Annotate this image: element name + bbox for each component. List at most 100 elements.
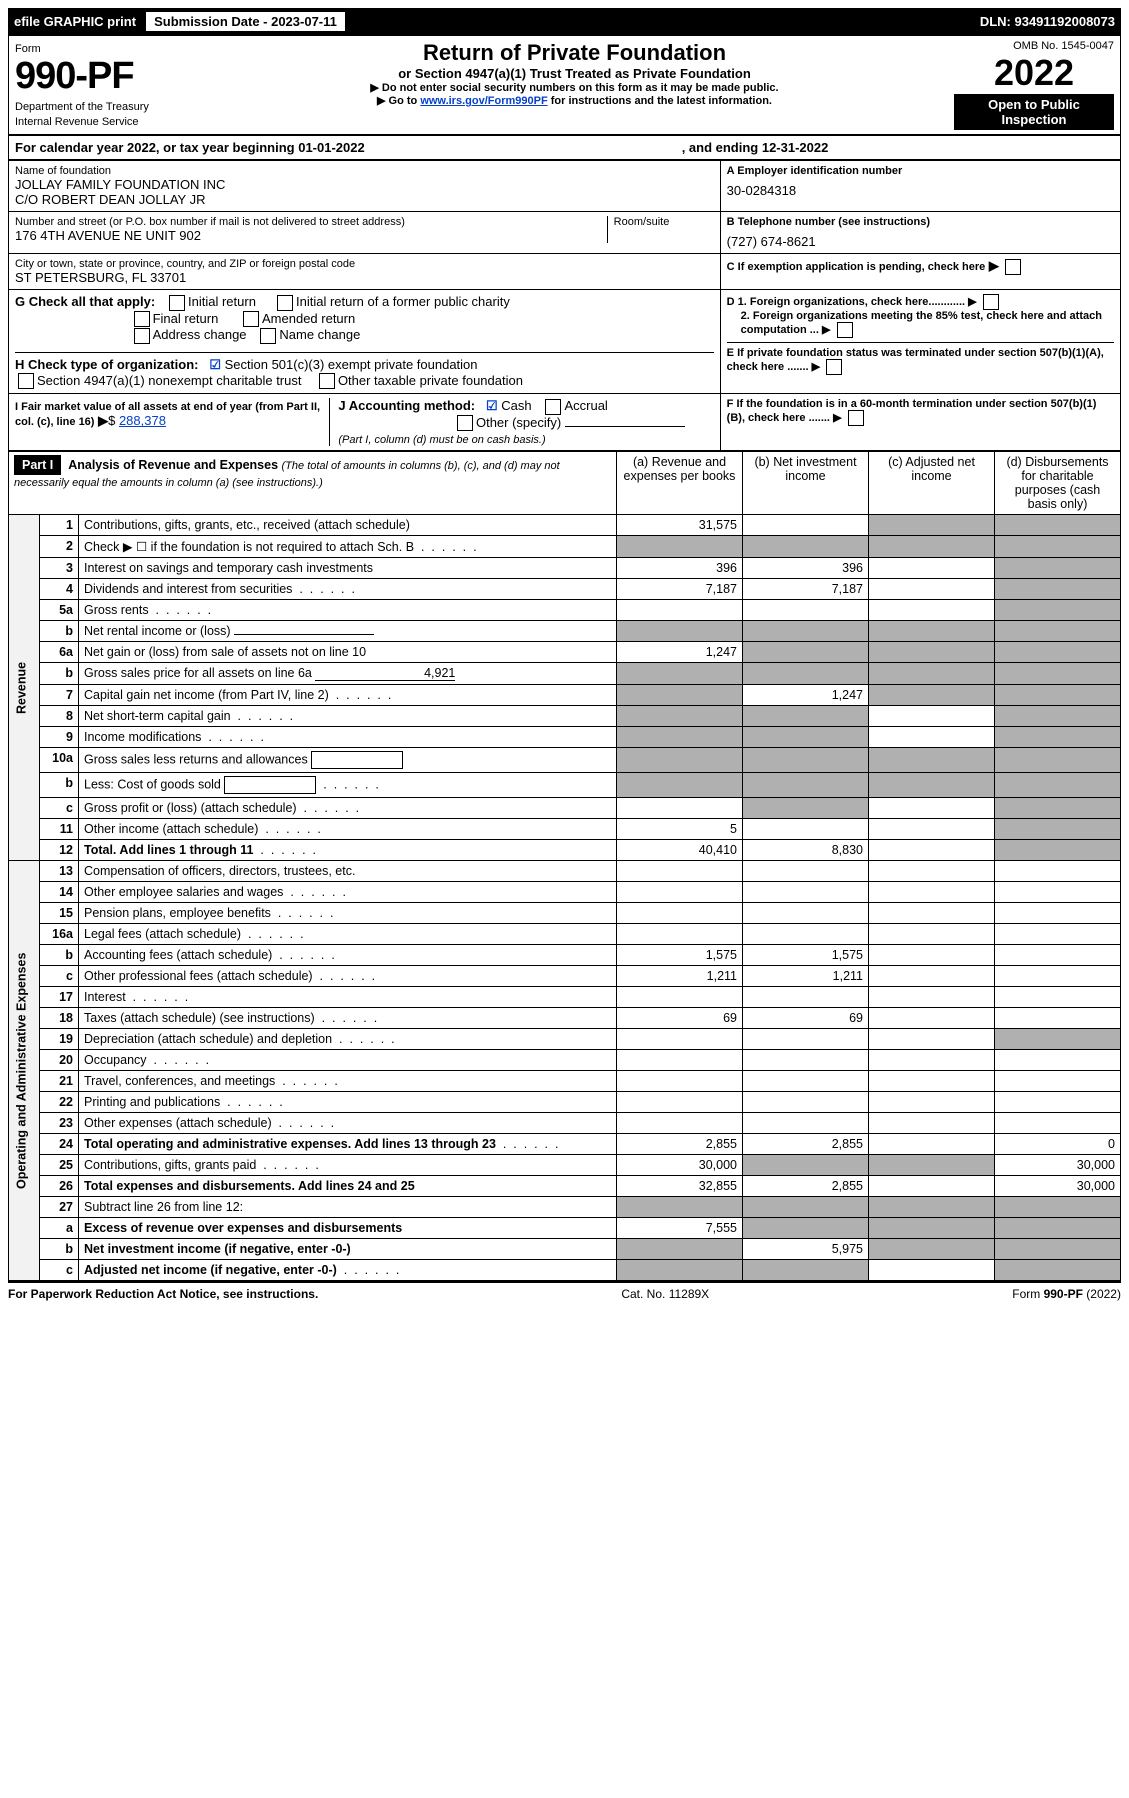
line-label: Capital gain net income (from Part IV, l… bbox=[79, 685, 617, 706]
ein-value: 30-0284318 bbox=[727, 183, 1114, 198]
irs-label: Internal Revenue Service bbox=[15, 116, 139, 128]
col-d-value bbox=[995, 1071, 1121, 1092]
table-row: 18Taxes (attach schedule) (see instructi… bbox=[9, 1008, 1121, 1029]
line-number: b bbox=[40, 773, 79, 798]
g5-check[interactable] bbox=[134, 328, 150, 344]
line-number: 2 bbox=[40, 536, 79, 558]
d-e-cell: D 1. Foreign organizations, check here..… bbox=[720, 290, 1120, 394]
ein-cell: A Employer identification number 30-0284… bbox=[720, 161, 1120, 212]
g2-check[interactable] bbox=[277, 295, 293, 311]
line-number: 20 bbox=[40, 1050, 79, 1071]
i-value-link[interactable]: 288,378 bbox=[119, 413, 166, 428]
line-number: 4 bbox=[40, 579, 79, 600]
col-d-value bbox=[995, 987, 1121, 1008]
col-a-value bbox=[617, 1260, 743, 1281]
g1-check[interactable] bbox=[169, 295, 185, 311]
col-d-value bbox=[995, 748, 1121, 773]
col-b-value bbox=[743, 1197, 869, 1218]
line-number: 8 bbox=[40, 706, 79, 727]
part1-header-cell: Part I Analysis of Revenue and Expenses … bbox=[9, 452, 617, 515]
c-checkbox[interactable] bbox=[1005, 259, 1021, 275]
h-label: H Check type of organization: bbox=[15, 357, 198, 372]
table-row: 25Contributions, gifts, grants paid . . … bbox=[9, 1155, 1121, 1176]
h2-check[interactable] bbox=[18, 373, 34, 389]
col-d-value bbox=[995, 945, 1121, 966]
j-note: (Part I, column (d) must be on cash basi… bbox=[338, 434, 545, 446]
g4-label: Amended return bbox=[262, 311, 355, 326]
col-c-value bbox=[869, 1260, 995, 1281]
col-b-value: 69 bbox=[743, 1008, 869, 1029]
table-row: bAccounting fees (attach schedule) . . .… bbox=[9, 945, 1121, 966]
city-cell: City or town, state or province, country… bbox=[9, 254, 721, 290]
line-number: 10a bbox=[40, 748, 79, 773]
line-number: 27 bbox=[40, 1197, 79, 1218]
year-cell: OMB No. 1545-0047 2022 Open to Public In… bbox=[948, 36, 1121, 135]
col-a-value bbox=[617, 748, 743, 773]
table-row: 27Subtract line 26 from line 12: bbox=[9, 1197, 1121, 1218]
c-label: C If exemption application is pending, c… bbox=[727, 261, 986, 273]
g1-label: Initial return bbox=[188, 294, 256, 309]
form-number: 990-PF bbox=[15, 55, 134, 97]
f-label: F If the foundation is in a 60-month ter… bbox=[727, 398, 1097, 424]
j-accrual-check[interactable] bbox=[545, 399, 561, 415]
j-other-label: Other (specify) bbox=[476, 415, 561, 430]
col-a-value bbox=[617, 727, 743, 748]
table-row: 3Interest on savings and temporary cash … bbox=[9, 558, 1121, 579]
col-a-value: 7,555 bbox=[617, 1218, 743, 1239]
col-c-value bbox=[869, 861, 995, 882]
g6-check[interactable] bbox=[260, 328, 276, 344]
d2-check[interactable] bbox=[837, 322, 853, 338]
line-label: Other professional fees (attach schedule… bbox=[79, 966, 617, 987]
e-check[interactable] bbox=[826, 359, 842, 375]
form-subtitle: or Section 4947(a)(1) Trust Treated as P… bbox=[207, 66, 942, 81]
table-row: 17Interest . . . . . . bbox=[9, 987, 1121, 1008]
col-d-value bbox=[995, 706, 1121, 727]
col-b-value bbox=[743, 663, 869, 685]
room-label: Room/suite bbox=[614, 216, 714, 228]
col-a-value bbox=[617, 536, 743, 558]
line-number: 19 bbox=[40, 1029, 79, 1050]
col-a-value: 40,410 bbox=[617, 840, 743, 861]
col-d-value bbox=[995, 924, 1121, 945]
note-ssn: ▶ Do not enter social security numbers o… bbox=[207, 81, 942, 94]
table-row: 5aGross rents . . . . . . bbox=[9, 600, 1121, 621]
col-c-value bbox=[869, 924, 995, 945]
line-label: Net investment income (if negative, ente… bbox=[79, 1239, 617, 1260]
line-label: Subtract line 26 from line 12: bbox=[79, 1197, 617, 1218]
col-d-value bbox=[995, 1113, 1121, 1134]
d1-check[interactable] bbox=[983, 294, 999, 310]
part1-title: Analysis of Revenue and Expenses bbox=[68, 458, 278, 472]
entity-table: Name of foundation JOLLAY FAMILY FOUNDAT… bbox=[8, 160, 1121, 451]
col-c-value bbox=[869, 663, 995, 685]
col-c-value bbox=[869, 1071, 995, 1092]
g3-check[interactable] bbox=[134, 311, 150, 327]
footer-form-num: 990-PF bbox=[1044, 1287, 1083, 1301]
g-h-cell: G Check all that apply: Initial return I… bbox=[9, 290, 721, 394]
col-a-value: 30,000 bbox=[617, 1155, 743, 1176]
col-b-value bbox=[743, 882, 869, 903]
col-c-value bbox=[869, 798, 995, 819]
h3-check[interactable] bbox=[319, 373, 335, 389]
col-c-value bbox=[869, 1092, 995, 1113]
col-a-value bbox=[617, 706, 743, 727]
j-other-check[interactable] bbox=[457, 415, 473, 431]
col-c-value bbox=[869, 773, 995, 798]
table-row: 12Total. Add lines 1 through 11 . . . . … bbox=[9, 840, 1121, 861]
h1-check-icon: ☑ bbox=[209, 357, 221, 372]
line-label: Contributions, gifts, grants, etc., rece… bbox=[79, 515, 617, 536]
col-d-value bbox=[995, 600, 1121, 621]
col-c-value bbox=[869, 987, 995, 1008]
form990pf-link[interactable]: www.irs.gov/Form990PF bbox=[420, 95, 547, 107]
table-row: bLess: Cost of goods sold . . . . . . bbox=[9, 773, 1121, 798]
col-c-value bbox=[869, 706, 995, 727]
f-check[interactable] bbox=[848, 410, 864, 426]
calendar-end: , and ending 12-31-2022 bbox=[676, 136, 1121, 160]
line-label: Pension plans, employee benefits . . . .… bbox=[79, 903, 617, 924]
addr-value: 176 4TH AVENUE NE UNIT 902 bbox=[15, 228, 607, 243]
col-d-value bbox=[995, 536, 1121, 558]
col-a-value bbox=[617, 882, 743, 903]
dept-label: Department of the Treasury bbox=[15, 101, 149, 113]
footer-year: 2022 bbox=[1090, 1287, 1117, 1301]
g4-check[interactable] bbox=[243, 311, 259, 327]
city-value: ST PETERSBURG, FL 33701 bbox=[15, 270, 714, 285]
